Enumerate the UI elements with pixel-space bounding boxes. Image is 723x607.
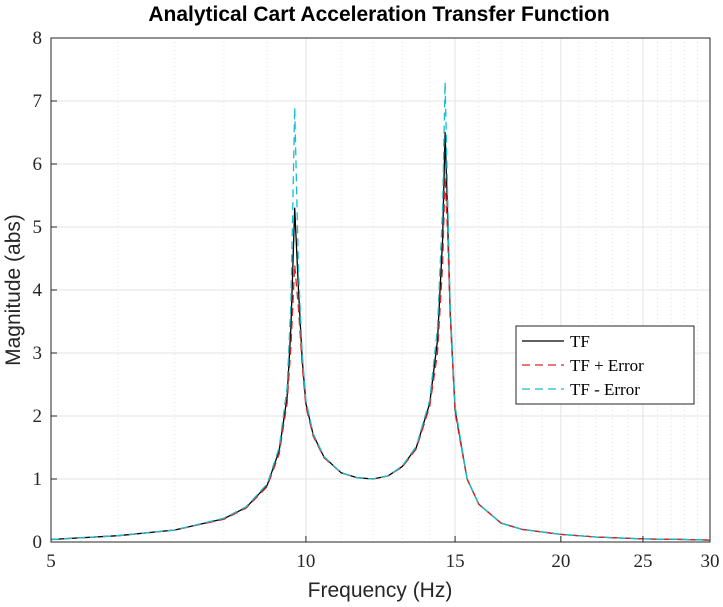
legend-label: TF <box>570 332 590 351</box>
y-tick-label: 5 <box>33 217 43 238</box>
tick-labels: 5 10 15 20 25 30 0 1 2 3 4 5 6 7 8 <box>33 28 720 572</box>
x-tick-label: 5 <box>46 551 56 572</box>
y-tick-label: 8 <box>33 28 43 49</box>
x-tick-label: 25 <box>633 551 652 572</box>
y-axis-label: Magnitude (abs) <box>2 214 25 366</box>
grid <box>50 37 711 543</box>
x-tick-label: 15 <box>446 551 465 572</box>
legend-box <box>515 325 695 405</box>
y-tick-label: 0 <box>33 532 43 553</box>
chart-title: Analytical Cart Acceleration Transfer Fu… <box>148 3 609 26</box>
legend-label: TF + Error <box>570 356 644 375</box>
x-tick-label: 30 <box>701 551 720 572</box>
y-tick-label: 7 <box>33 91 43 112</box>
x-tick-label: 20 <box>551 551 570 572</box>
y-tick-label: 3 <box>33 343 43 364</box>
legend-label: TF - Error <box>570 380 640 399</box>
series-lines <box>50 81 711 541</box>
y-tick-label: 6 <box>33 154 43 175</box>
y-tick-label: 2 <box>33 406 43 427</box>
x-axis-label: Frequency (Hz) <box>308 579 453 602</box>
y-tick-label: 4 <box>33 280 43 301</box>
series-line <box>50 81 711 541</box>
legend: TF TF + Error TF - Error <box>515 325 695 405</box>
y-tick-label: 1 <box>33 469 43 490</box>
x-tick-label: 10 <box>296 551 315 572</box>
